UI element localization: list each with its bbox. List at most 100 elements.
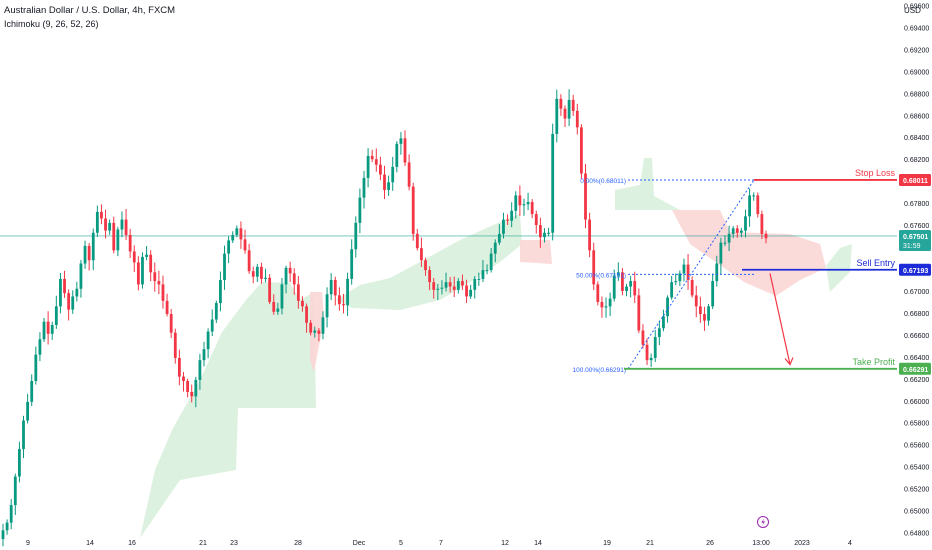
lightning-icon[interactable] — [757, 516, 769, 528]
candle-body — [612, 275, 616, 299]
cloud-red-region — [310, 292, 324, 372]
candle-body — [456, 281, 460, 290]
cloud-red-region — [672, 210, 826, 296]
candle-body — [141, 256, 144, 285]
candle-body — [616, 272, 620, 276]
price-tick-label: 0.65800 — [904, 421, 929, 428]
candle-body — [752, 195, 756, 197]
candle-body — [625, 286, 628, 291]
candle-body — [514, 195, 518, 211]
candle-body — [596, 284, 600, 302]
candle-body — [362, 177, 366, 198]
candle-body — [391, 166, 395, 183]
candle-body — [621, 272, 624, 291]
candle-body — [71, 296, 75, 310]
candle-body — [538, 225, 542, 238]
take-profit-price-badge-bg — [899, 362, 931, 375]
candle-body — [674, 281, 678, 283]
time-tick-label: 19 — [603, 540, 611, 547]
fib-trend-line — [627, 179, 755, 370]
candle-body — [260, 266, 263, 279]
indicator-legend[interactable]: Ichimoku (9, 26, 52, 26) — [4, 19, 99, 29]
candle-body — [59, 278, 62, 307]
candle-body — [510, 210, 514, 221]
candle-body — [354, 222, 358, 250]
candle-body — [584, 173, 587, 220]
ichimoku-cloud — [140, 158, 852, 538]
candles — [1, 89, 768, 547]
trade-levels[interactable]: Stop Loss Sell Entry Take Profit — [624, 168, 897, 370]
candle-body — [374, 159, 378, 165]
candle-body — [1, 530, 5, 540]
time-tick-label: 4 — [848, 540, 852, 547]
candle-body — [682, 264, 686, 274]
candle-body — [30, 380, 34, 402]
candle-body — [128, 234, 132, 252]
candle-body — [378, 164, 382, 175]
time-tick-label: 2023 — [794, 540, 810, 547]
candle-body — [198, 360, 202, 380]
candle-body — [173, 332, 177, 358]
price-tick-label: 0.68200 — [904, 157, 929, 164]
candle-body — [202, 349, 206, 361]
symbol-title[interactable]: Australian Dollar / U.S. Dollar, 4h, FXC… — [4, 5, 176, 16]
candle-body — [403, 138, 407, 163]
time-axis[interactable]: 9 14 16 21 23 28 Dec 5 7 12 14 19 21 26 13:00 2023 4 — [26, 540, 852, 547]
candle-body — [50, 324, 54, 334]
candle-body — [190, 391, 194, 397]
time-tick-label: 26 — [706, 540, 714, 547]
candle-body — [186, 380, 189, 392]
candle-body — [506, 219, 509, 221]
candle-body — [194, 379, 198, 397]
price-tick-label: 0.67800 — [904, 201, 929, 208]
projection-arrowhead — [784, 357, 794, 366]
candle-body — [653, 337, 657, 358]
candle-body — [264, 277, 267, 279]
candle-body — [428, 270, 432, 283]
candle-body — [399, 138, 403, 144]
candle-body — [465, 285, 468, 297]
candle-body — [395, 143, 399, 167]
fib-level-label: 100.00%(0.66291) — [573, 367, 627, 374]
candle-body — [629, 281, 633, 287]
candle-body — [9, 505, 13, 523]
candle-body — [145, 254, 148, 257]
candle-body — [284, 267, 288, 285]
candle-body — [690, 279, 694, 296]
cloud-red-region — [520, 240, 552, 264]
price-tick-label: 0.69600 — [904, 3, 929, 10]
candle-body — [580, 127, 583, 174]
time-tick-label: 14 — [86, 540, 94, 547]
candle-body — [206, 331, 210, 350]
price-tick-label: 0.65200 — [904, 487, 929, 494]
candle-body — [592, 250, 596, 285]
candle-body — [432, 282, 436, 290]
last-price-badge: 0.67501 — [903, 234, 928, 241]
price-tick-label: 0.66000 — [904, 399, 929, 406]
candle-body — [444, 282, 448, 288]
cloud-green-region — [615, 158, 680, 210]
candle-body — [760, 214, 764, 234]
candle-body — [715, 263, 719, 282]
candle-body — [38, 339, 42, 355]
last-price-badge-bg — [899, 229, 931, 251]
candle-body — [563, 108, 567, 119]
candle-body — [678, 273, 682, 282]
time-tick-label: 21 — [646, 540, 654, 547]
price-axis[interactable]: 0.69600 0.69400 0.69200 0.69000 0.68800 0.686… — [897, 0, 932, 550]
candle-body — [452, 286, 456, 290]
currency-label: USD — [904, 6, 921, 15]
candle-body — [575, 110, 579, 128]
fib-level-label: 0.00%(0.68011) — [580, 178, 626, 185]
candle-body — [63, 278, 66, 294]
candle-body — [182, 376, 185, 381]
price-tick-label: 0.66200 — [904, 377, 929, 384]
fibonacci-retracement[interactable]: 0.00%(0.68011) 50.00%(0.67151) 100.00%(0.6… — [573, 178, 755, 374]
candle-body — [604, 306, 608, 308]
candle-body — [350, 249, 354, 279]
candle-body — [243, 239, 247, 251]
candle-body — [309, 322, 313, 333]
candle-body — [251, 271, 255, 277]
price-tick-label: 0.65600 — [904, 443, 929, 450]
